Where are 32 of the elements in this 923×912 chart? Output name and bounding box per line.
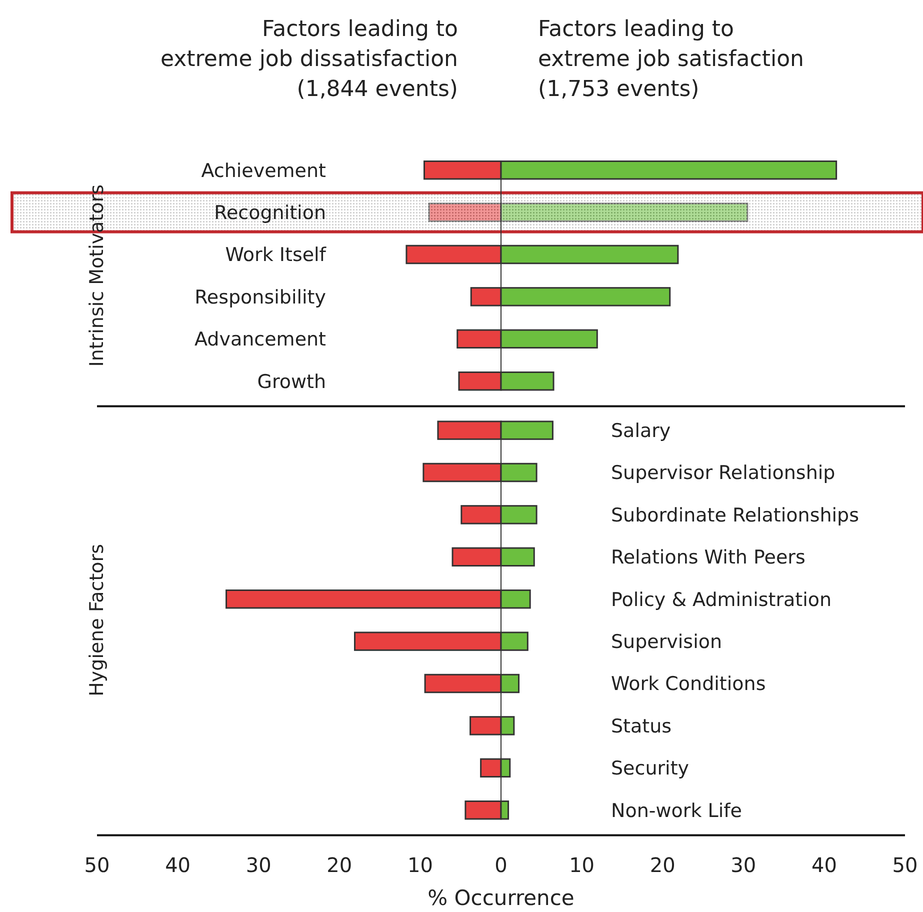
y-tick-label: Responsibility xyxy=(194,286,326,308)
y-tick-label: Work Itself xyxy=(225,244,328,266)
y-tick-label: Work Conditions xyxy=(611,673,766,696)
y-tick-label: Supervision xyxy=(611,630,722,653)
text: Factors leading to extreme job satisfaction (1,753 events) xyxy=(538,17,804,102)
y-tick-label: Security xyxy=(611,758,690,780)
x-tick-label: 0 xyxy=(494,853,508,878)
x-tick-label: 40 xyxy=(165,853,191,878)
x-tick-label: 10 xyxy=(407,853,433,878)
text: Factors leading to extreme job dissatisfaction (1,844 events) xyxy=(160,17,458,102)
x-tick-label: 30 xyxy=(730,853,756,878)
y-tick-label: Status xyxy=(611,715,672,738)
x-tick-label: 50 xyxy=(84,853,110,878)
y-tick-label: Relations With Peers xyxy=(611,546,806,569)
y-tick-label: Achievement xyxy=(201,160,326,182)
y-tick-label: Salary xyxy=(611,420,671,442)
y-tick-label: Non-work Life xyxy=(611,800,742,822)
y-axis-title: Hygiene Factors xyxy=(86,544,108,696)
x-tick-label: 20 xyxy=(650,853,676,878)
x-tick-label: 50 xyxy=(892,853,918,878)
x-axis-title: % Occurrence xyxy=(428,886,574,910)
y-tick-label: Supervisor Relationship xyxy=(611,462,836,484)
x-tick-label: 10 xyxy=(569,853,595,878)
y-tick-label: Recognition xyxy=(214,202,326,224)
x-tick-label: 30 xyxy=(246,853,272,878)
y-axis-title: Intrinsic Motivators xyxy=(86,184,108,367)
y-tick-label: Advancement xyxy=(194,328,326,351)
x-tick-label: 40 xyxy=(811,853,837,878)
y-tick-label: Policy & Administration xyxy=(611,588,832,611)
y-tick-label: Subordinate Relationships xyxy=(611,504,860,526)
x-tick-label: 20 xyxy=(326,853,352,878)
y-tick-label: Growth xyxy=(257,370,326,393)
